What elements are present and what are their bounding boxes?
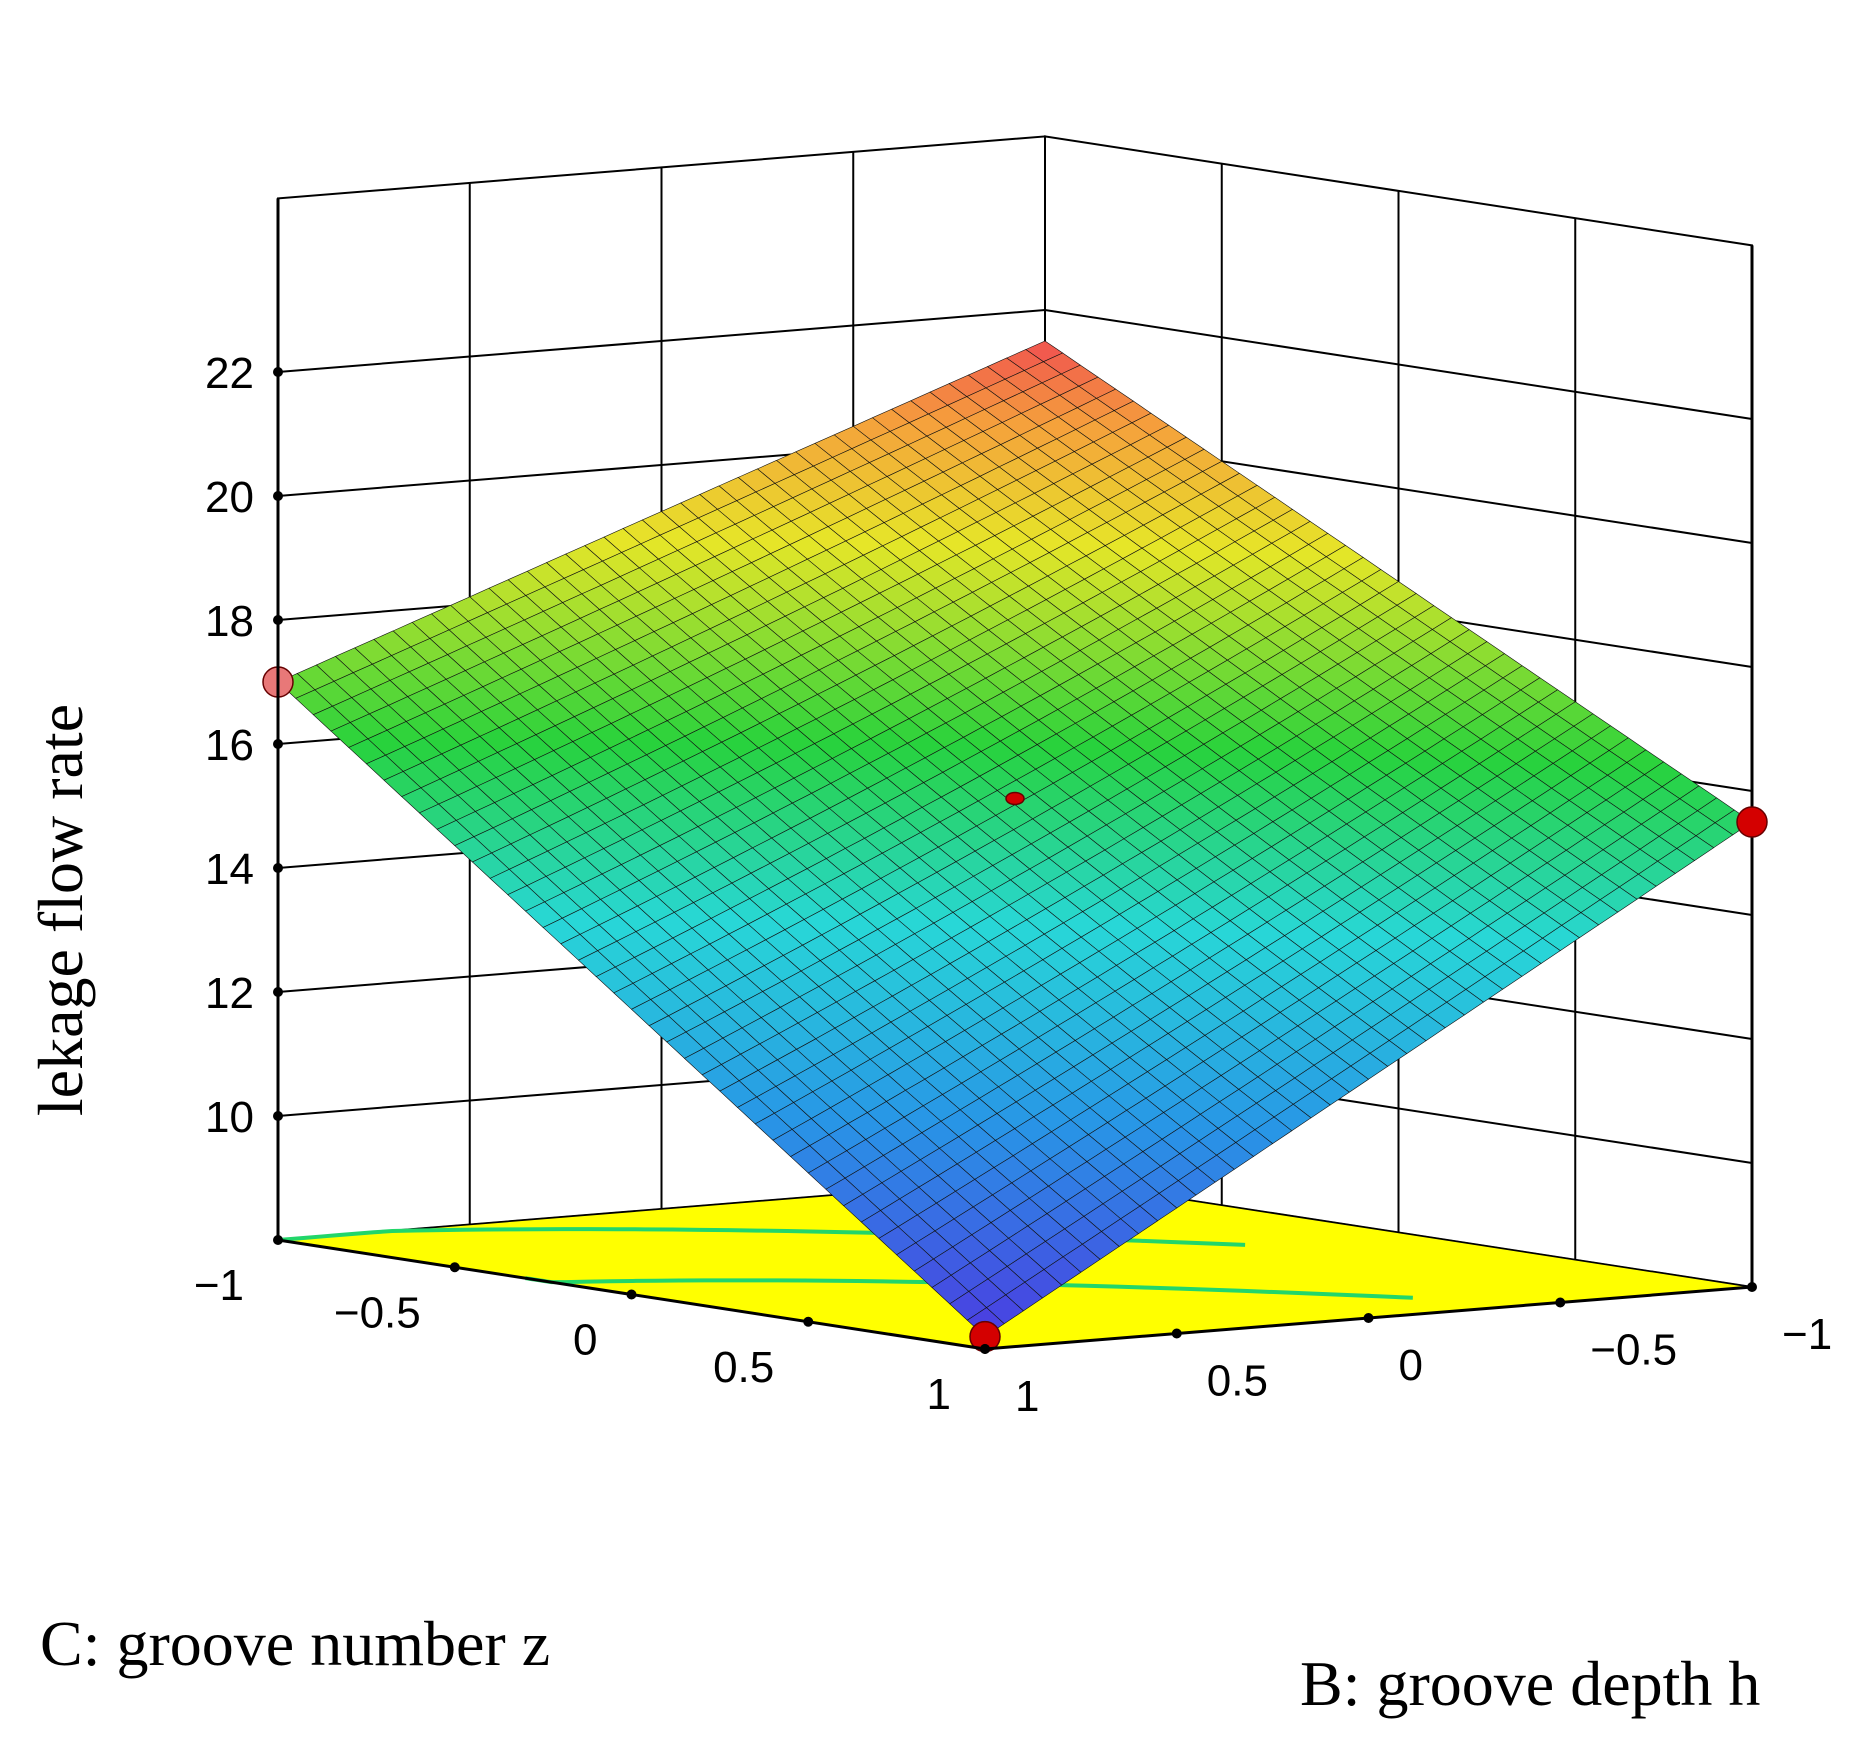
z-tick-mark xyxy=(273,367,283,377)
z-tick-mark xyxy=(273,863,283,873)
c-tick-label: −1 xyxy=(194,1261,244,1310)
c-tick-mark xyxy=(803,1316,814,1327)
b-tick-mark xyxy=(1747,1282,1757,1292)
b-tick-mark xyxy=(980,1344,990,1354)
wall-grid-line xyxy=(277,308,1753,420)
z-tick-label: 14 xyxy=(205,845,254,894)
z-tick-mark xyxy=(273,739,283,749)
design-point xyxy=(1736,806,1768,838)
b-tick-label: −0.5 xyxy=(1590,1326,1677,1375)
z-tick-mark xyxy=(273,615,283,625)
y-axis-title: B: groove depth h xyxy=(1300,1648,1760,1719)
c-tick-label: −0.5 xyxy=(334,1288,421,1337)
c-tick-mark xyxy=(449,1262,460,1273)
z-tick-label: 20 xyxy=(205,473,254,522)
z-tick-mark xyxy=(273,1111,283,1121)
tick-labels: 10 12 14 16 18 20 22 −1 −0.5 0 0.5 1 −1 −0.5 0 0.5 1 xyxy=(194,349,1832,1421)
z-tick-label: 18 xyxy=(205,597,254,646)
c-tick-mark xyxy=(626,1289,637,1300)
b-tick-mark xyxy=(1171,1328,1182,1339)
b-tick-label: −1 xyxy=(1782,1310,1832,1359)
response-surface xyxy=(277,340,1753,1337)
c-tick-mark xyxy=(273,1235,283,1245)
b-tick-label: 1 xyxy=(1015,1372,1039,1421)
z-tick-label: 16 xyxy=(205,721,254,770)
axes xyxy=(273,367,1757,1354)
z-tick-mark xyxy=(273,987,283,997)
z-axis-title: lekage flow rate xyxy=(25,704,96,1116)
z-tick-mark xyxy=(273,491,283,501)
b-tick-mark xyxy=(1555,1297,1566,1308)
b-tick-mark xyxy=(1363,1313,1374,1323)
z-tick-label: 10 xyxy=(205,1093,254,1142)
z-tick-label: 22 xyxy=(205,349,254,398)
design-point xyxy=(1005,791,1025,806)
z-tick-label: 12 xyxy=(205,969,254,1018)
c-tick-label: 1 xyxy=(927,1370,951,1419)
c-tick-label: 0.5 xyxy=(713,1343,774,1392)
b-tick-label: 0.5 xyxy=(1207,1357,1268,1406)
x-axis-title: C: groove number z xyxy=(40,1608,550,1679)
b-tick-label: 0 xyxy=(1399,1341,1423,1390)
c-tick-label: 0 xyxy=(573,1316,597,1365)
